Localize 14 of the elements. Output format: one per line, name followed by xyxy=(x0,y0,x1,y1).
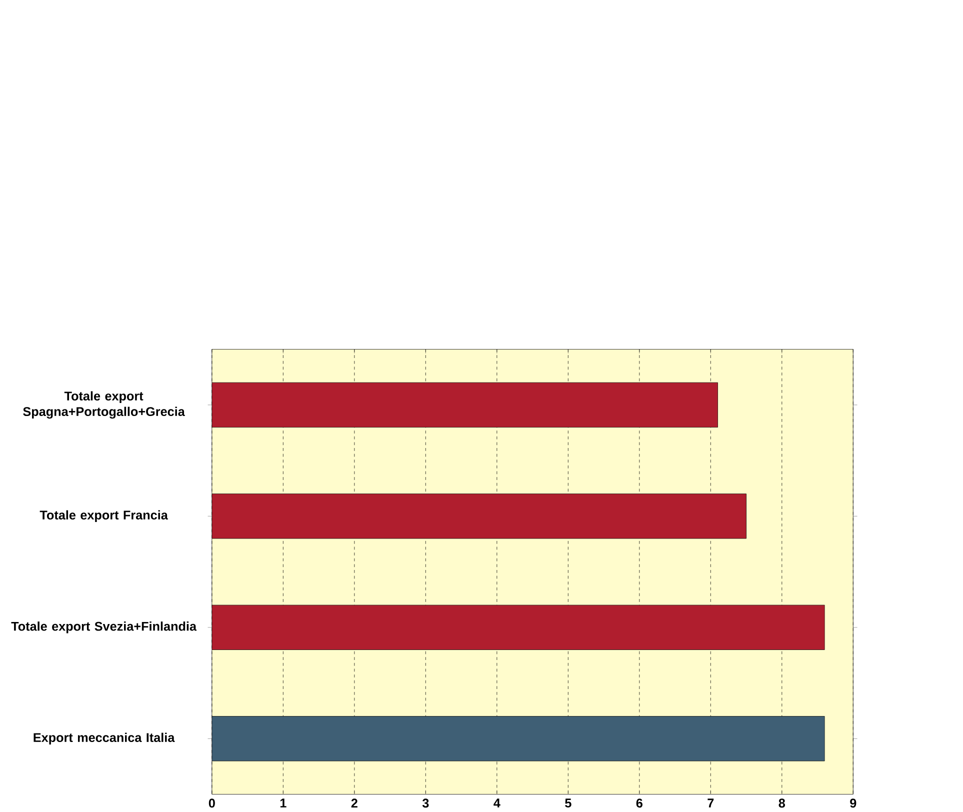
x-tick-label: 7 xyxy=(708,798,714,808)
y-tick-label: Totale export Francia xyxy=(40,510,168,522)
x-tick-label: 3 xyxy=(422,798,429,808)
x-tick-label: 6 xyxy=(636,798,642,808)
x-tick-label: 2 xyxy=(351,798,358,808)
x-tick-label: 9 xyxy=(850,798,856,808)
y-tick-label: Totale export Spagna+Portogallo+Grecia xyxy=(23,391,185,419)
x-tick-label: 1 xyxy=(280,798,286,808)
x-tick-label: 5 xyxy=(565,798,572,808)
x-tick-label: 4 xyxy=(494,798,500,808)
x-tick-label: 8 xyxy=(778,798,786,808)
x-tick-label: 0 xyxy=(208,798,215,808)
y-tick-label: Export meccanica Italia xyxy=(34,732,175,745)
y-tick-label: Totale export Svezia+Finlandia xyxy=(11,622,197,634)
